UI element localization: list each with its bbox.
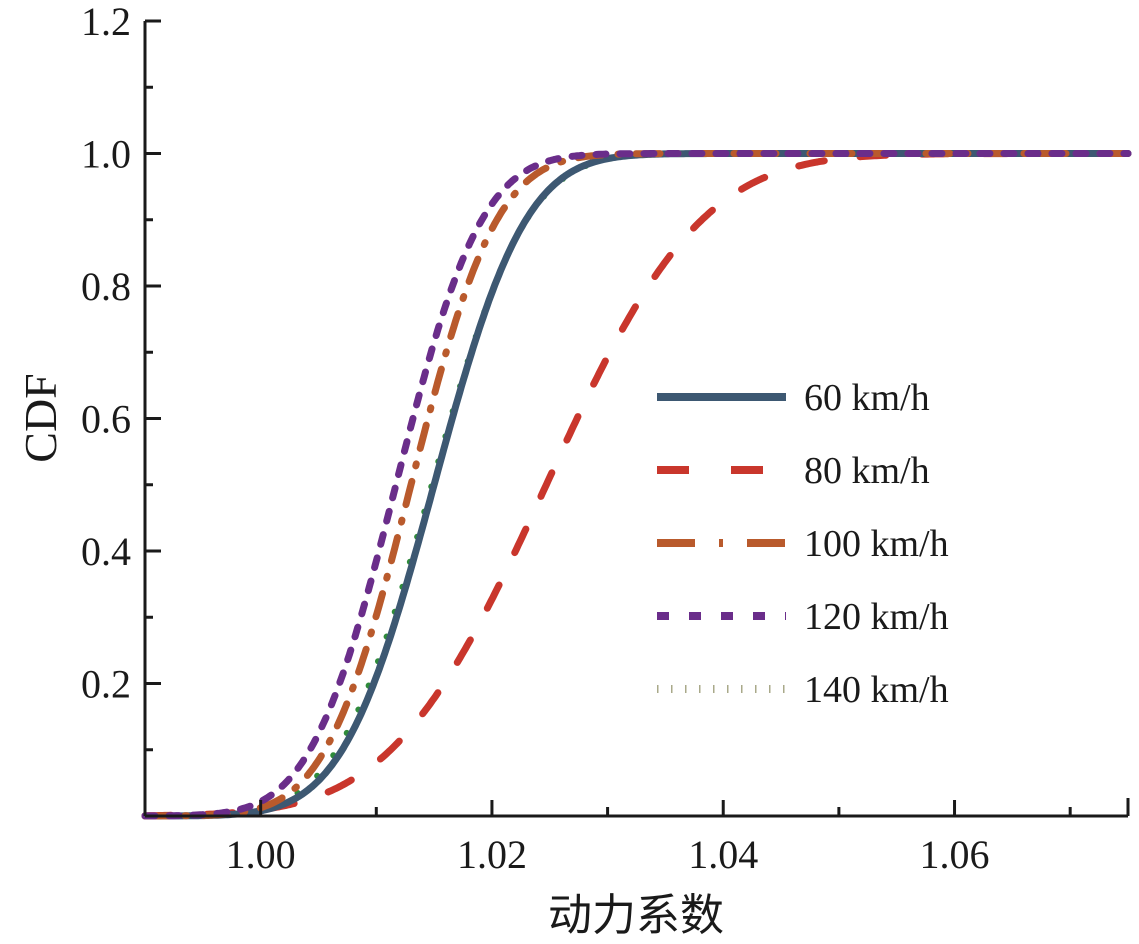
y-tick-label: 1.0: [81, 132, 131, 177]
legend: 60 km/h 80 km/h 100 km/h 120 km/h 140 km/h: [657, 377, 949, 711]
y-axis-title: CDF: [15, 373, 66, 462]
legend-item: 100 km/h: [657, 523, 949, 565]
legend-label: 140 km/h: [804, 669, 949, 711]
y-tick-label: 0.2: [81, 662, 131, 707]
legend-label: 100 km/h: [804, 523, 949, 565]
legend-item: 140 km/h: [657, 669, 949, 711]
series-line-80-km-h: [141, 150, 1132, 820]
series-curves: [141, 150, 1132, 820]
legend-label: 60 km/h: [804, 377, 930, 419]
legend-item: 80 km/h: [657, 450, 930, 492]
legend-label: 120 km/h: [804, 596, 949, 638]
legend-label: 80 km/h: [804, 450, 930, 492]
x-tick-label: 1.06: [920, 832, 990, 877]
legend-item: 60 km/h: [657, 377, 930, 419]
x-tick-label: 1.00: [226, 832, 296, 877]
y-tick-label: 1.2: [81, 0, 131, 44]
legend-item: 120 km/h: [657, 596, 949, 638]
series-line-140-km-h: [142, 150, 1131, 819]
series-line-100-km-h: [141, 150, 1132, 820]
x-tick-label: 1.04: [688, 832, 758, 877]
y-tick-label: 0.8: [81, 264, 131, 309]
axes: 0.2 0.4 0.6 0.8 1.0 1.2 1.00 1.02 1.04 1.06: [81, 0, 1130, 877]
series-line-120-km-h: [141, 150, 1132, 820]
series-line-60-km-h: [141, 150, 1132, 820]
y-tick-label: 0.6: [81, 397, 131, 442]
y-tick-label: 0.4: [81, 529, 131, 574]
x-tick-label: 1.02: [457, 832, 527, 877]
x-axis-title: 动力系数: [548, 890, 724, 941]
